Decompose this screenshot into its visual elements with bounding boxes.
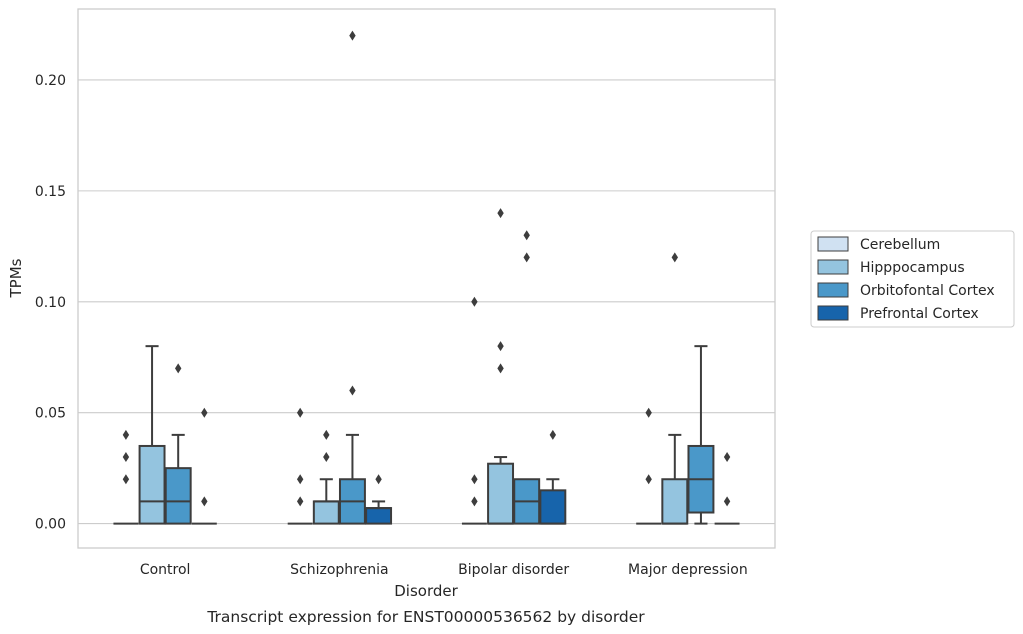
box-group bbox=[687, 345, 715, 525]
box bbox=[487, 462, 515, 525]
box bbox=[164, 467, 192, 525]
box-group bbox=[138, 345, 166, 525]
x-tick-label: Schizophrenia bbox=[290, 562, 388, 578]
box-group bbox=[636, 407, 662, 525]
outlier-point bbox=[523, 252, 530, 263]
box bbox=[138, 444, 166, 525]
outlier-point bbox=[523, 230, 530, 241]
box-group bbox=[513, 230, 541, 525]
box-group bbox=[365, 474, 393, 525]
outlier-point bbox=[323, 429, 330, 440]
box bbox=[661, 478, 689, 525]
outlier-point bbox=[201, 496, 208, 507]
plot-layer bbox=[113, 30, 740, 525]
box-group bbox=[312, 429, 340, 525]
legend-swatch bbox=[817, 259, 849, 275]
box bbox=[312, 500, 340, 525]
outlier-point bbox=[497, 208, 504, 219]
legend-frame bbox=[810, 230, 1015, 328]
legend-swatch bbox=[817, 236, 849, 252]
y-tick-label: 0.15 bbox=[35, 184, 66, 200]
box-group bbox=[113, 429, 139, 525]
outlier-point bbox=[349, 30, 356, 41]
outlier-point bbox=[122, 474, 130, 485]
x-tick-label: Control bbox=[140, 562, 191, 578]
legend-swatch bbox=[817, 282, 849, 298]
x-axis-label: Disorder bbox=[394, 582, 458, 600]
legend-label: Prefrontal Cortex bbox=[860, 306, 979, 322]
legend-label: Orbitofontal Cortex bbox=[860, 283, 995, 299]
y-tick-label: 0.05 bbox=[35, 406, 66, 422]
y-axis-label: TPMs bbox=[7, 258, 25, 298]
outlier-point bbox=[201, 407, 208, 418]
outlier-point bbox=[122, 429, 130, 440]
outlier-point bbox=[671, 252, 679, 263]
y-tick-label: 0.10 bbox=[35, 295, 66, 311]
y-tick-labels: 0.00 0.05 0.10 0.15 0.20 bbox=[35, 73, 66, 533]
legend-label: Hipppocampus bbox=[860, 260, 965, 276]
box-group bbox=[164, 363, 192, 525]
outlier-point bbox=[375, 474, 382, 485]
box-group bbox=[461, 296, 487, 525]
box-group bbox=[714, 452, 740, 525]
outlier-point bbox=[645, 474, 652, 485]
outlier-point bbox=[323, 452, 330, 463]
outlier-point bbox=[645, 407, 652, 418]
outlier-point bbox=[471, 474, 478, 485]
box-group bbox=[338, 30, 366, 525]
box bbox=[365, 507, 393, 525]
x-tick-label: Major depression bbox=[628, 562, 748, 578]
legend-swatch bbox=[817, 305, 849, 321]
outlier-point bbox=[723, 496, 731, 507]
outlier-point bbox=[471, 296, 478, 307]
outlier-point bbox=[174, 363, 182, 374]
box bbox=[539, 489, 567, 525]
legend-items: Cerebellum Hipppocampus Orbitofontal Corte… bbox=[817, 236, 995, 322]
box-group bbox=[287, 407, 313, 525]
outlier-point bbox=[296, 496, 304, 507]
outlier-point bbox=[296, 407, 304, 418]
y-tick-label: 0.00 bbox=[35, 517, 66, 533]
x-tick-labels: Control Schizophrenia Bipolar disorder Majo… bbox=[140, 562, 748, 578]
box-group bbox=[661, 252, 689, 525]
box-group bbox=[539, 429, 567, 525]
outlier-point bbox=[497, 363, 504, 374]
plot-frame bbox=[77, 8, 776, 549]
y-tick-label: 0.20 bbox=[35, 73, 66, 89]
outlier-point bbox=[122, 452, 130, 463]
outlier-point bbox=[549, 429, 557, 440]
chart-caption: Transcript expression for ENST0000053656… bbox=[206, 608, 645, 626]
outlier-point bbox=[471, 496, 478, 507]
box-group bbox=[487, 208, 515, 525]
outlier-point bbox=[296, 474, 304, 485]
outlier-point bbox=[349, 385, 356, 396]
x-tick-label: Bipolar disorder bbox=[458, 562, 569, 578]
outlier-point bbox=[497, 341, 504, 352]
legend: Cerebellum Hipppocampus Orbitofontal Corte… bbox=[810, 230, 1015, 328]
box-group bbox=[191, 407, 217, 525]
legend-label: Cerebellum bbox=[860, 237, 940, 253]
outlier-point bbox=[723, 452, 731, 463]
